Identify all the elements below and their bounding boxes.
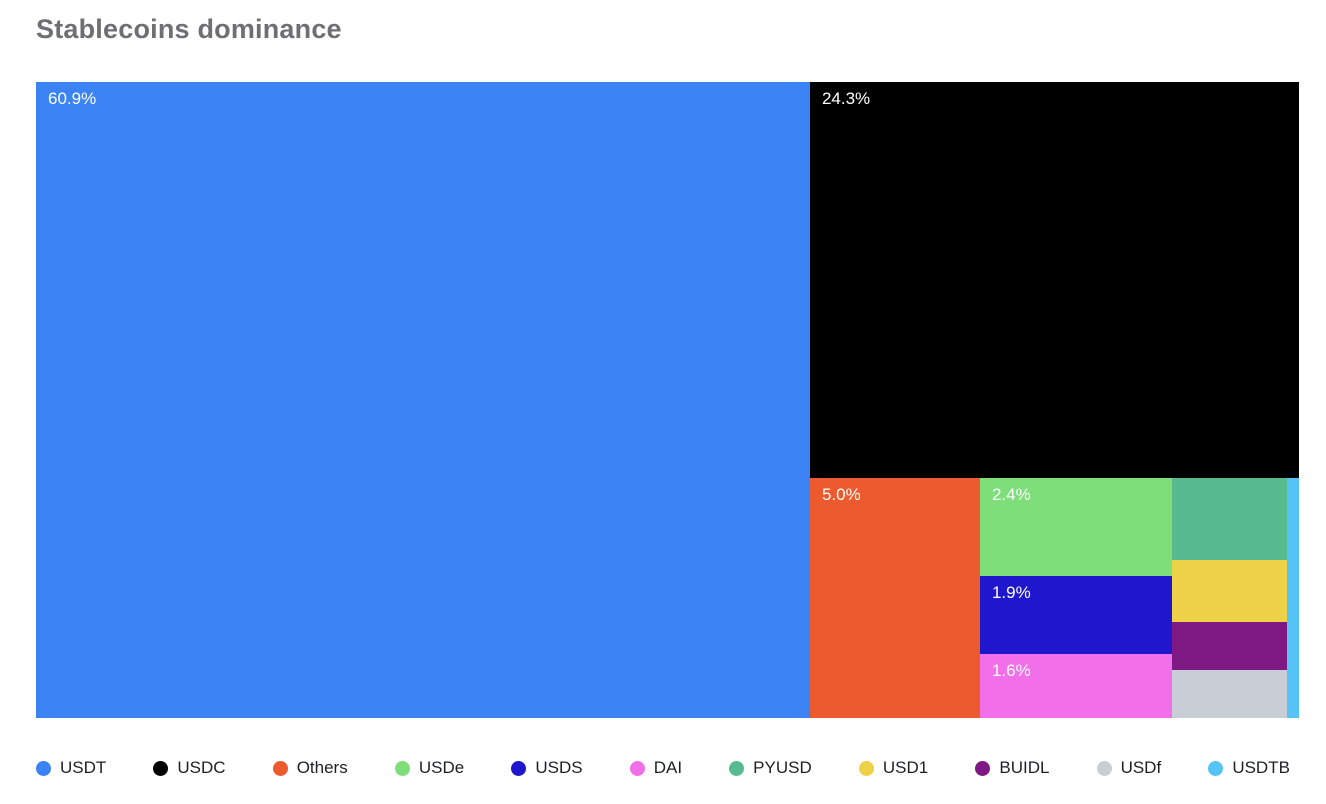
legend-swatch-icon (394, 760, 410, 776)
legend-item-label: USD1 (882, 758, 929, 777)
treemap-tile-usd1[interactable] (1171, 559, 1287, 623)
legend-item-label: USDT (60, 758, 107, 777)
legend-item-label: PYUSD (753, 758, 812, 777)
legend-item-usde[interactable]: USDe (394, 758, 465, 778)
treemap-tile-usdc[interactable]: 24.3% (809, 82, 1299, 478)
legend-item-pyusd[interactable]: PYUSD (729, 758, 812, 778)
legend-swatch-icon (975, 760, 991, 776)
legend-swatch-icon (1096, 760, 1112, 776)
legend-item-usdf[interactable]: USDf (1096, 758, 1162, 778)
treemap: 60.9% 24.3% 5.0% 2.4% 1.9% 1.6% (36, 82, 1299, 718)
legend-item-usds[interactable]: USDS (511, 758, 583, 778)
legend-swatch-icon (858, 760, 874, 776)
legend-item-buidl[interactable]: BUIDL (975, 758, 1049, 778)
treemap-tile-value-label: 24.3% (821, 89, 871, 108)
treemap-tile-dai[interactable]: 1.6% (979, 653, 1172, 718)
treemap-tile-value-label: 1.6% (991, 660, 1031, 680)
legend-item-usdt[interactable]: USDT (36, 758, 106, 778)
legend-item-usdtb[interactable]: USDTB (1208, 758, 1290, 778)
legend-item-usd1[interactable]: USD1 (858, 758, 929, 778)
treemap-tile-value-label: 60.9% (48, 89, 97, 108)
treemap-tile-pyusd[interactable] (1171, 477, 1287, 560)
legend-item-label: Others (296, 758, 348, 777)
legend-swatch-icon (1208, 760, 1224, 776)
legend-swatch-icon (153, 760, 169, 776)
treemap-tile-buidl[interactable] (1171, 622, 1287, 671)
legend-item-usdc[interactable]: USDC (153, 758, 226, 778)
treemap-tile-others[interactable]: 5.0% (809, 477, 980, 718)
treemap-tile-usdt[interactable]: 60.9% (36, 82, 810, 718)
treemap-tile-value-label: 1.9% (991, 582, 1031, 602)
treemap-tile-value-label: 2.4% (991, 484, 1031, 504)
page-title: Stablecoins dominance (36, 14, 342, 44)
legend-item-others[interactable]: Others (272, 758, 348, 778)
treemap-tile-usdtb[interactable] (1287, 477, 1299, 718)
legend-item-label: USDS (535, 758, 583, 777)
treemap-tile-usds[interactable]: 1.9% (979, 575, 1172, 654)
legend-item-label: DAI (653, 758, 683, 777)
legend-item-label: BUIDL (999, 758, 1050, 777)
legend-swatch-icon (729, 760, 745, 776)
legend-item-label: USDf (1120, 758, 1162, 777)
legend-swatch-icon (629, 760, 645, 776)
treemap-tile-usde[interactable]: 2.4% (979, 477, 1172, 576)
legend-item-label: USDe (418, 758, 465, 777)
legend-swatch-icon (36, 760, 51, 776)
legend-item-label: USDC (177, 758, 226, 777)
legend: USDT USDC Others USDe USDS DAI PYUSD USD1 BUIDL U… (36, 750, 1290, 786)
treemap-tile-usdf[interactable] (1171, 670, 1287, 718)
legend-swatch-icon (272, 760, 288, 776)
legend-swatch-icon (511, 760, 527, 776)
treemap-tile-value-label: 5.0% (821, 484, 861, 504)
legend-item-label: USDTB (1232, 758, 1290, 777)
legend-item-dai[interactable]: DAI (629, 758, 683, 778)
